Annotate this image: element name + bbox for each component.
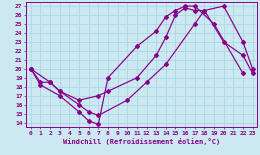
X-axis label: Windchill (Refroidissement éolien,°C): Windchill (Refroidissement éolien,°C) xyxy=(63,138,220,145)
